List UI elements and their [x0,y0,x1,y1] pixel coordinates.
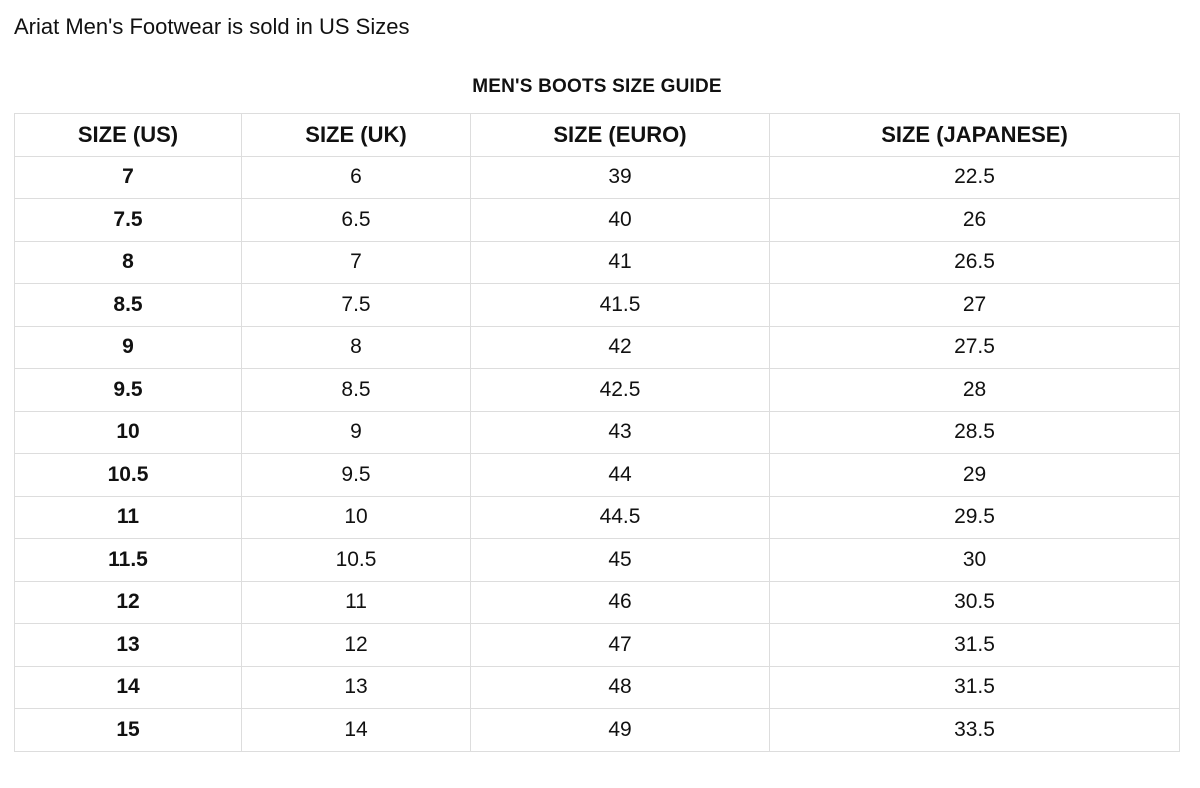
cell-size-japanese: 28.5 [769,410,1180,454]
cell-size-euro: 48 [470,665,770,709]
cell-size-euro: 42.5 [470,368,770,412]
table-row: 10.5 9.5 44 29 [14,453,1180,497]
cell-size-uk: 12 [241,623,471,667]
table-body: 7 6 39 22.5 7.5 6.5 40 26 8 7 41 26.5 8.… [14,155,1180,752]
header-size-japanese: SIZE (JAPANESE) [769,113,1180,157]
cell-size-us: 7 [14,155,242,199]
table-row: 8.5 7.5 41.5 27 [14,283,1180,327]
header-size-us: SIZE (US) [14,113,242,157]
header-size-euro: SIZE (EURO) [470,113,770,157]
cell-size-japanese: 22.5 [769,155,1180,199]
cell-size-uk: 6.5 [241,198,471,242]
cell-size-us: 11 [14,495,242,539]
cell-size-euro: 40 [470,198,770,242]
cell-size-japanese: 26 [769,198,1180,242]
cell-size-uk: 13 [241,665,471,709]
cell-size-uk: 8 [241,325,471,369]
table-row: 12 11 46 30.5 [14,580,1180,624]
cell-size-euro: 45 [470,538,770,582]
cell-size-us: 14 [14,665,242,709]
table-row: 11.5 10.5 45 30 [14,538,1180,582]
cell-size-euro: 39 [470,155,770,199]
cell-size-uk: 8.5 [241,368,471,412]
cell-size-uk: 10 [241,495,471,539]
cell-size-us: 12 [14,580,242,624]
cell-size-us: 9 [14,325,242,369]
cell-size-japanese: 30 [769,538,1180,582]
table-row: 11 10 44.5 29.5 [14,495,1180,539]
cell-size-us: 9.5 [14,368,242,412]
cell-size-japanese: 26.5 [769,240,1180,284]
cell-size-uk: 10.5 [241,538,471,582]
cell-size-euro: 41.5 [470,283,770,327]
cell-size-us: 11.5 [14,538,242,582]
table-row: 10 9 43 28.5 [14,410,1180,454]
size-guide-table: SIZE (US) SIZE (UK) SIZE (EURO) SIZE (JA… [14,113,1180,752]
cell-size-japanese: 30.5 [769,580,1180,624]
cell-size-japanese: 29.5 [769,495,1180,539]
cell-size-euro: 44.5 [470,495,770,539]
table-row: 8 7 41 26.5 [14,240,1180,284]
cell-size-uk: 9 [241,410,471,454]
cell-size-us: 8 [14,240,242,284]
cell-size-japanese: 27.5 [769,325,1180,369]
cell-size-japanese: 31.5 [769,623,1180,667]
cell-size-japanese: 28 [769,368,1180,412]
cell-size-euro: 42 [470,325,770,369]
cell-size-us: 13 [14,623,242,667]
table-row: 15 14 49 33.5 [14,708,1180,752]
cell-size-euro: 44 [470,453,770,497]
header-size-uk: SIZE (UK) [241,113,471,157]
cell-size-japanese: 31.5 [769,665,1180,709]
cell-size-euro: 43 [470,410,770,454]
cell-size-japanese: 29 [769,453,1180,497]
cell-size-euro: 41 [470,240,770,284]
cell-size-us: 10.5 [14,453,242,497]
size-guide-title: MEN'S BOOTS SIZE GUIDE [472,76,722,97]
cell-size-us: 15 [14,708,242,752]
table-row: 7 6 39 22.5 [14,155,1180,199]
cell-size-uk: 9.5 [241,453,471,497]
cell-size-japanese: 27 [769,283,1180,327]
table-row: 13 12 47 31.5 [14,623,1180,667]
cell-size-euro: 47 [470,623,770,667]
table-row: 7.5 6.5 40 26 [14,198,1180,242]
table-header-row: SIZE (US) SIZE (UK) SIZE (EURO) SIZE (JA… [14,113,1180,157]
table-row: 9.5 8.5 42.5 28 [14,368,1180,412]
table-row: 9 8 42 27.5 [14,325,1180,369]
cell-size-euro: 49 [470,708,770,752]
cell-size-us: 10 [14,410,242,454]
cell-size-us: 8.5 [14,283,242,327]
cell-size-uk: 7 [241,240,471,284]
cell-size-uk: 14 [241,708,471,752]
cell-size-uk: 11 [241,580,471,624]
cell-size-japanese: 33.5 [769,708,1180,752]
cell-size-us: 7.5 [14,198,242,242]
cell-size-uk: 7.5 [241,283,471,327]
table-row: 14 13 48 31.5 [14,665,1180,709]
cell-size-euro: 46 [470,580,770,624]
cell-size-uk: 6 [241,155,471,199]
intro-text: Ariat Men's Footwear is sold in US Sizes [14,14,410,39]
